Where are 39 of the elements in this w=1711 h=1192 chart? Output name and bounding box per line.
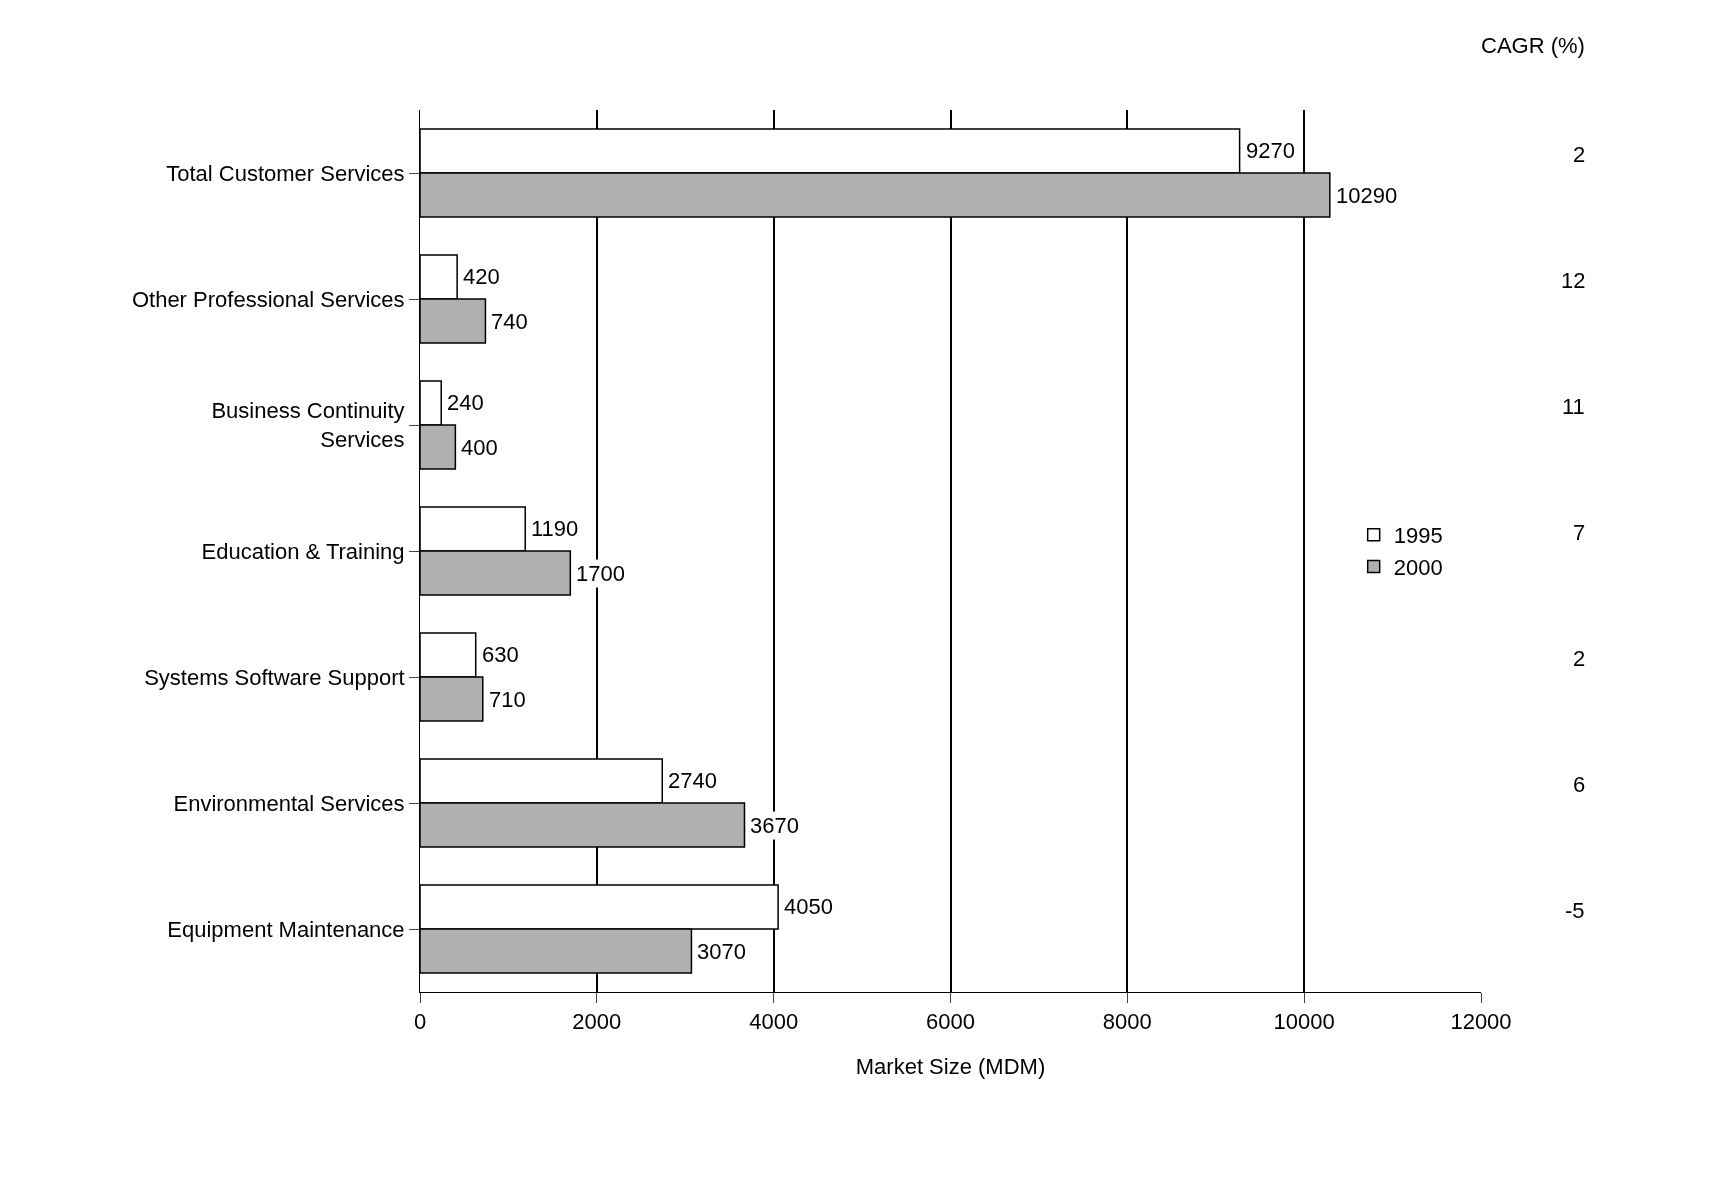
text: 2 [1573,142,1586,167]
data-label: 3070 [697,939,746,964]
y-tick-label: Other Professional Services [131,286,405,312]
legend-label: 2000 [1393,554,1443,580]
y-tick-label: Environmental Services [173,790,405,816]
x-tick-label: 6000 [926,1009,975,1035]
x-axis-title: Market Size (MDM) [855,1054,1046,1080]
text: 7 [1573,520,1586,545]
y-tick-label: Systems Software Support [144,664,405,690]
data-label: 240 [447,390,484,415]
x-tick-label: 4000 [749,1009,799,1035]
data-label: 740 [491,309,528,334]
text: 11 [1562,394,1585,419]
data-label: 630 [482,642,519,667]
text: CAGR (%) [1481,33,1585,58]
data-label: 9270 [1246,138,1295,163]
x-tick-label: 0 [413,1009,427,1035]
data-label: 1190 [531,516,579,541]
text: 2 [1573,646,1586,671]
legend-label: 1995 [1393,523,1443,549]
data-label: 3670 [750,813,799,838]
x-tick-label: 2000 [572,1009,622,1035]
x-tick-label: 10000 [1273,1009,1335,1035]
y-tick-label: Total Customer Services [166,160,405,186]
y-tick-label: Business Continuity Services [211,398,405,452]
data-label: 4050 [784,894,833,919]
data-label: 2740 [668,768,717,793]
data-label: 10290 [1336,183,1398,208]
x-tick-label: 8000 [1102,1009,1152,1035]
y-tick-label: Education & Training [201,538,405,564]
text: 12 [1561,268,1586,293]
y-tick-label: Equipment Maintenance [167,916,405,942]
data-label: 710 [489,687,526,712]
text: -5 [1565,898,1585,923]
data-label: 400 [461,435,498,460]
data-label: 420 [463,264,500,289]
x-tick-label: 12000 [1450,1009,1512,1035]
text: 6 [1573,772,1586,797]
data-label: 1700 [576,561,625,586]
